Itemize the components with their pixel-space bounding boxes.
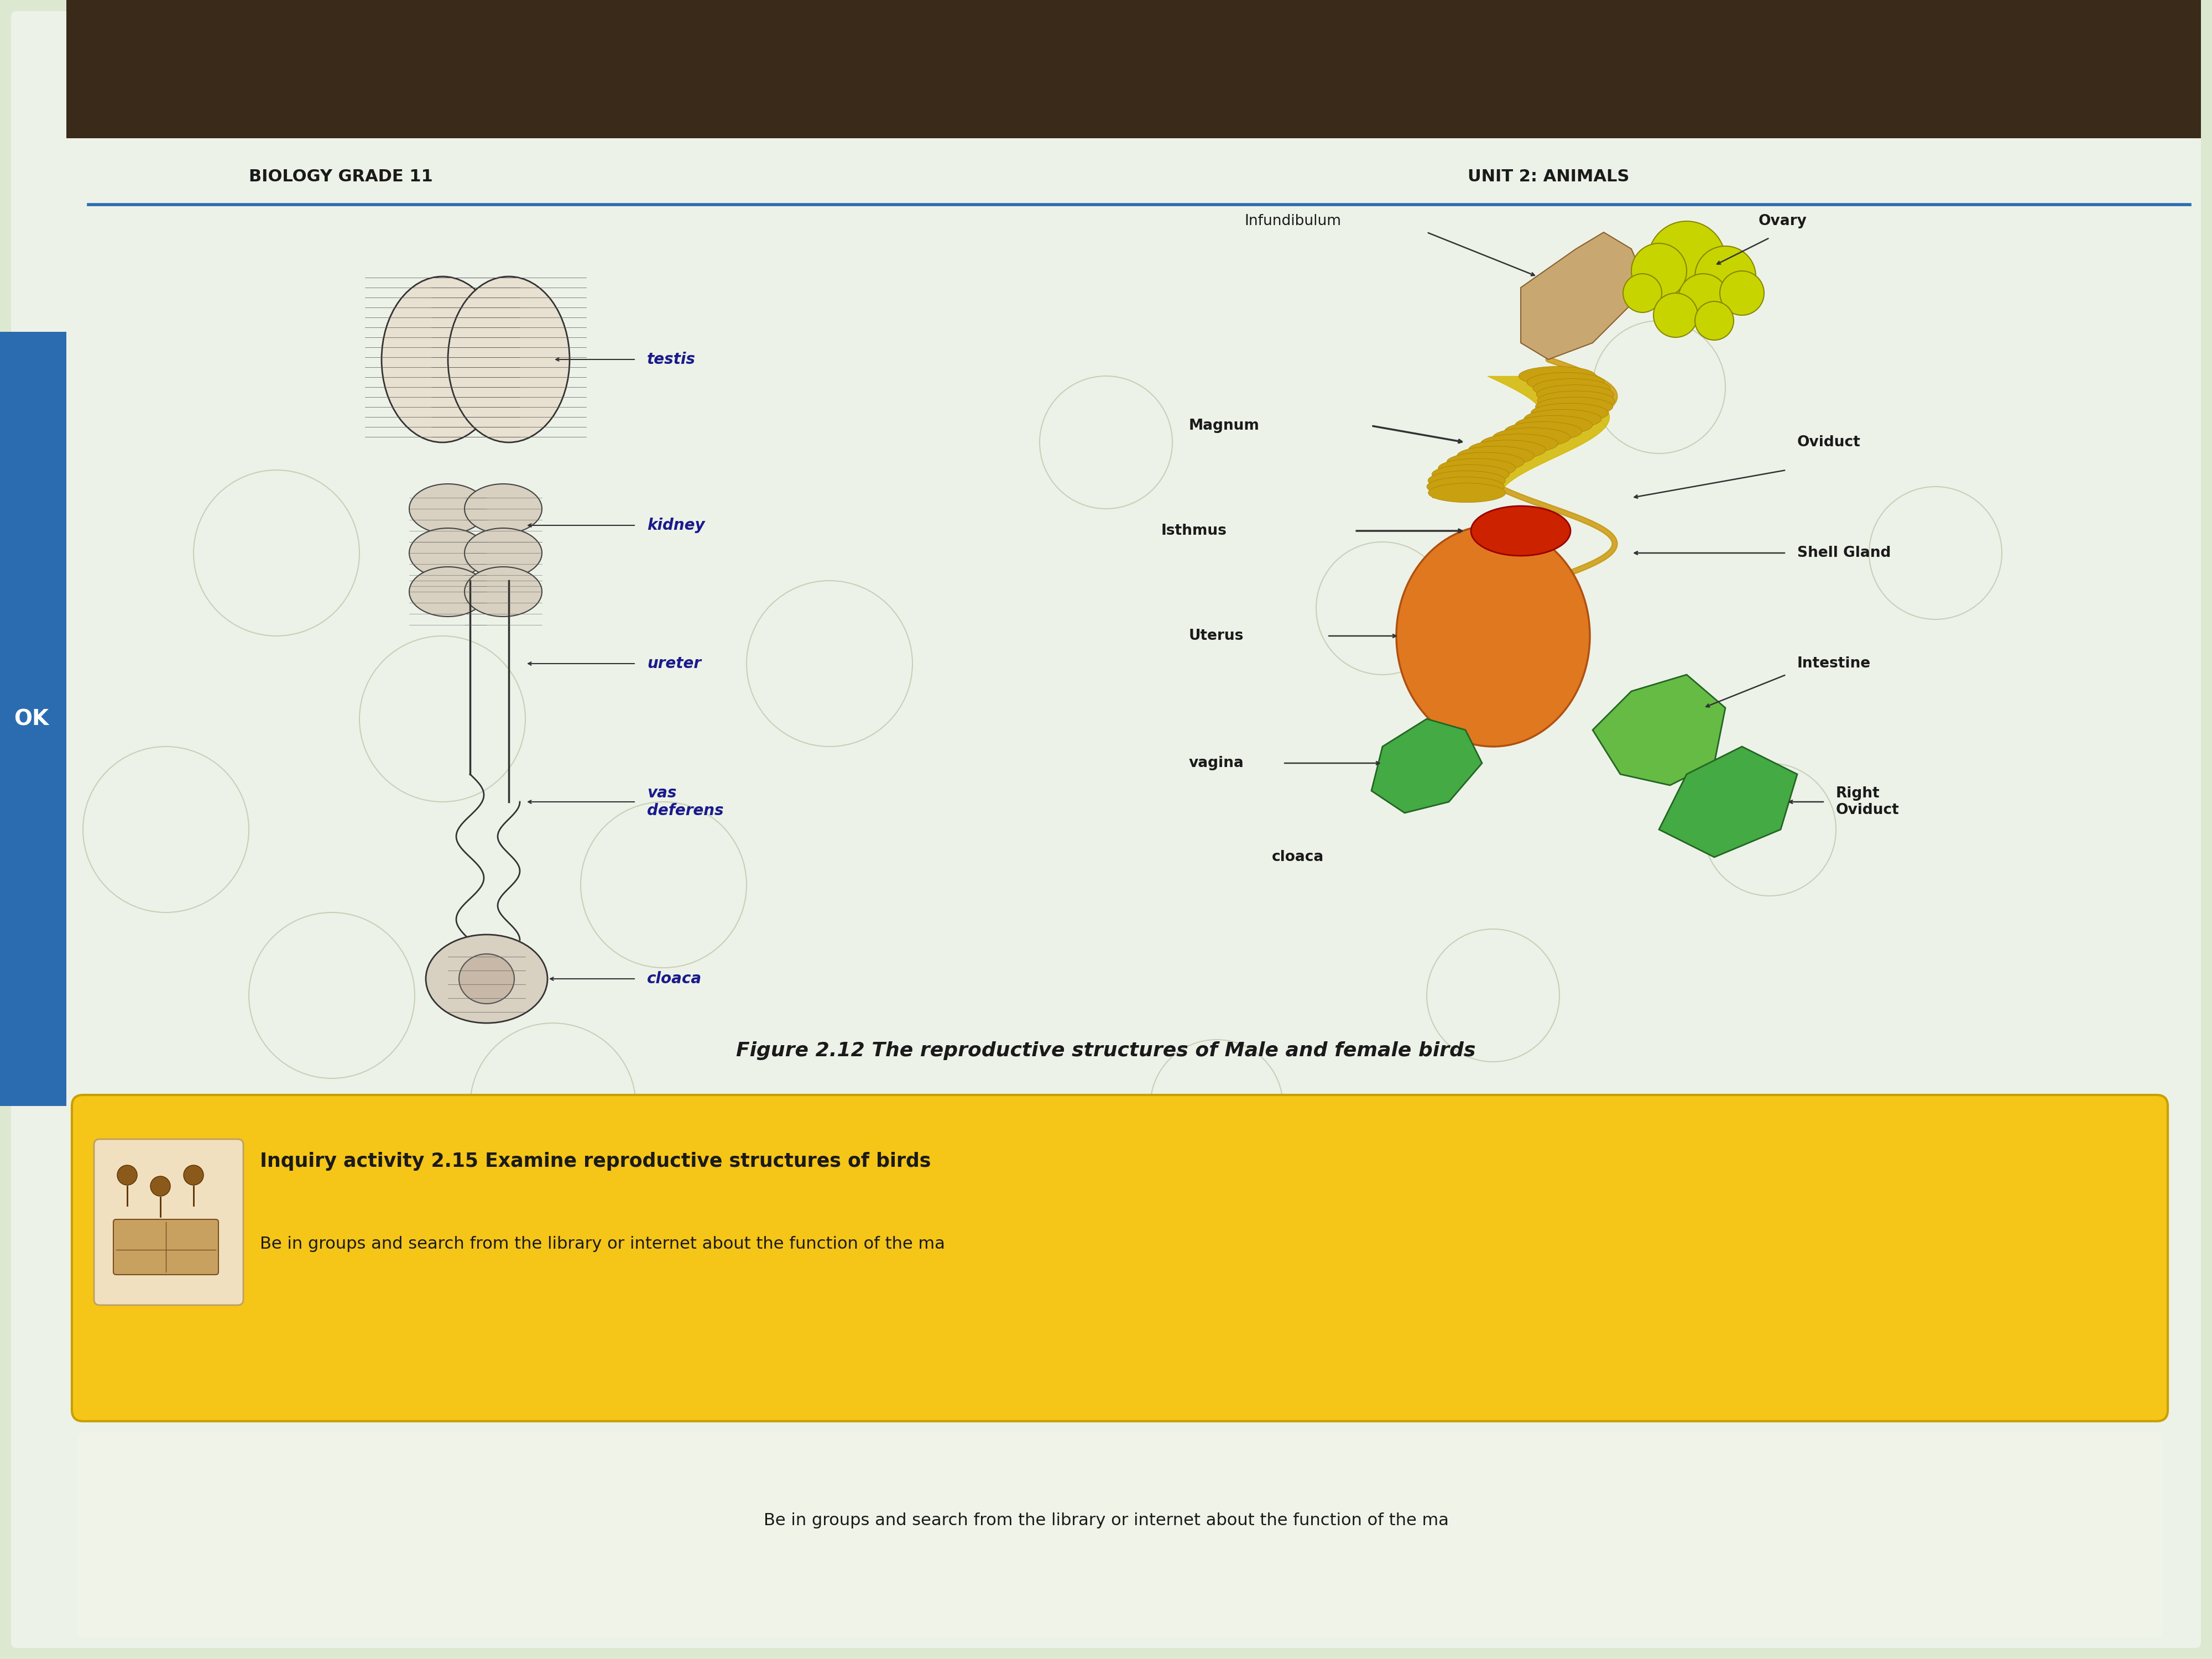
Ellipse shape bbox=[1533, 378, 1610, 398]
Ellipse shape bbox=[465, 484, 542, 534]
Ellipse shape bbox=[425, 934, 549, 1024]
Text: Right
Oviduct: Right Oviduct bbox=[1836, 786, 1900, 818]
Text: vagina: vagina bbox=[1190, 757, 1243, 770]
Ellipse shape bbox=[465, 567, 542, 617]
Ellipse shape bbox=[409, 484, 487, 534]
Text: Uterus: Uterus bbox=[1190, 629, 1243, 644]
Text: Inquiry activity 2.15 Examine reproductive structures of birds: Inquiry activity 2.15 Examine reproducti… bbox=[261, 1151, 931, 1171]
Text: UNIT 2: ANIMALS: UNIT 2: ANIMALS bbox=[1467, 169, 1630, 186]
Ellipse shape bbox=[447, 277, 571, 443]
Text: ureter: ureter bbox=[646, 655, 701, 672]
Circle shape bbox=[117, 1165, 137, 1185]
Text: BIOLOGY GRADE 11: BIOLOGY GRADE 11 bbox=[248, 169, 434, 186]
Ellipse shape bbox=[460, 954, 515, 1004]
Text: Be in groups and search from the library or internet about the function of the m: Be in groups and search from the library… bbox=[261, 1236, 945, 1253]
Text: vas
deferens: vas deferens bbox=[646, 785, 723, 818]
Ellipse shape bbox=[1429, 483, 1506, 503]
FancyBboxPatch shape bbox=[93, 1140, 243, 1306]
Text: Ovary: Ovary bbox=[1759, 214, 1807, 229]
Polygon shape bbox=[1371, 718, 1482, 813]
Ellipse shape bbox=[409, 528, 487, 577]
Circle shape bbox=[1655, 294, 1699, 337]
Text: kidney: kidney bbox=[646, 518, 706, 533]
Text: Isthmus: Isthmus bbox=[1161, 524, 1228, 538]
Ellipse shape bbox=[1524, 410, 1601, 428]
Ellipse shape bbox=[1396, 526, 1590, 747]
Text: Infundibulum: Infundibulum bbox=[1243, 214, 1340, 229]
Polygon shape bbox=[1659, 747, 1796, 858]
Text: Be in groups and search from the library or internet about the function of the m: Be in groups and search from the library… bbox=[763, 1513, 1449, 1530]
Ellipse shape bbox=[1429, 471, 1506, 489]
FancyBboxPatch shape bbox=[113, 1219, 219, 1274]
Circle shape bbox=[1648, 221, 1725, 299]
Circle shape bbox=[1694, 246, 1756, 307]
Circle shape bbox=[1632, 244, 1688, 299]
Text: Figure 2.12 The reproductive structures of Male and female birds: Figure 2.12 The reproductive structures … bbox=[737, 1042, 1475, 1060]
Polygon shape bbox=[1522, 232, 1648, 360]
Circle shape bbox=[1679, 274, 1728, 324]
Circle shape bbox=[184, 1165, 204, 1185]
Ellipse shape bbox=[1520, 367, 1597, 387]
Text: Oviduct: Oviduct bbox=[1796, 435, 1860, 450]
Ellipse shape bbox=[1493, 428, 1571, 448]
Text: OK: OK bbox=[13, 708, 49, 730]
Ellipse shape bbox=[1447, 453, 1524, 471]
Text: cloaca: cloaca bbox=[1272, 849, 1325, 864]
Ellipse shape bbox=[1526, 373, 1604, 392]
Ellipse shape bbox=[409, 567, 487, 617]
Polygon shape bbox=[1593, 675, 1725, 785]
Text: testis: testis bbox=[646, 352, 695, 367]
Circle shape bbox=[150, 1176, 170, 1196]
Circle shape bbox=[1624, 274, 1661, 312]
FancyBboxPatch shape bbox=[11, 12, 2201, 1647]
Ellipse shape bbox=[383, 277, 504, 443]
FancyBboxPatch shape bbox=[77, 1432, 2163, 1637]
Ellipse shape bbox=[1537, 385, 1615, 405]
Ellipse shape bbox=[1531, 403, 1608, 423]
Ellipse shape bbox=[1427, 478, 1504, 496]
Ellipse shape bbox=[1458, 446, 1535, 466]
FancyBboxPatch shape bbox=[71, 1095, 2168, 1422]
Ellipse shape bbox=[1504, 421, 1582, 441]
Ellipse shape bbox=[1438, 458, 1515, 478]
Text: cloaca: cloaca bbox=[646, 971, 701, 987]
Ellipse shape bbox=[1471, 506, 1571, 556]
Ellipse shape bbox=[1515, 415, 1593, 435]
Ellipse shape bbox=[1480, 435, 1557, 453]
Text: Shell Gland: Shell Gland bbox=[1796, 546, 1891, 561]
Text: Intestine: Intestine bbox=[1796, 657, 1871, 670]
Ellipse shape bbox=[1537, 392, 1615, 410]
Ellipse shape bbox=[465, 528, 542, 577]
FancyBboxPatch shape bbox=[0, 332, 66, 1107]
FancyBboxPatch shape bbox=[66, 0, 2201, 138]
Ellipse shape bbox=[1431, 465, 1509, 484]
Text: Magnum: Magnum bbox=[1190, 418, 1259, 433]
Ellipse shape bbox=[1469, 440, 1546, 460]
Ellipse shape bbox=[1535, 397, 1613, 416]
Circle shape bbox=[1721, 270, 1765, 315]
Circle shape bbox=[1694, 302, 1734, 340]
